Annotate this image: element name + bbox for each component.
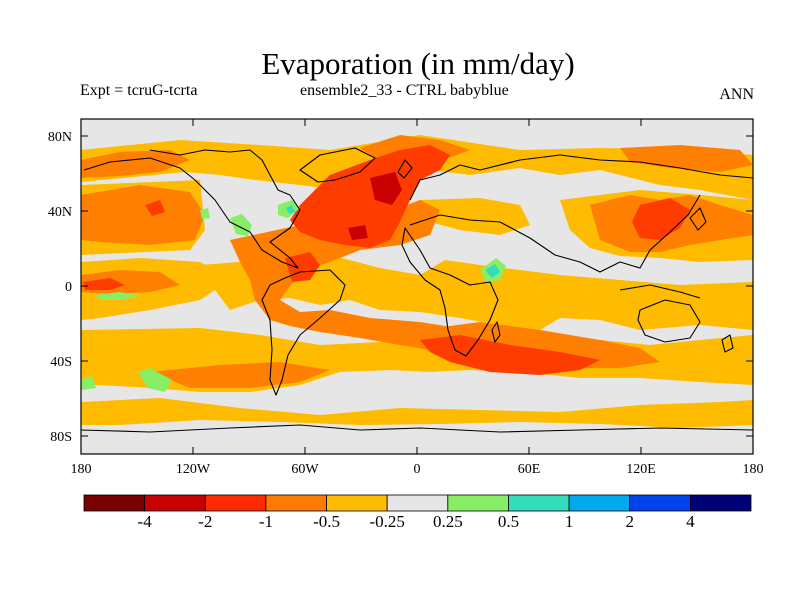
lat-tick-label: 80N — [48, 130, 72, 145]
colorbar-label: 1 — [565, 512, 574, 531]
colorbar-label: 2 — [625, 512, 634, 531]
colorbar-label: 4 — [686, 512, 695, 531]
colorbar-swatch — [326, 494, 388, 512]
dark-red-regions — [348, 172, 402, 240]
colorbar-label: -0.25 — [369, 512, 404, 531]
colorbar-label: 0.25 — [433, 512, 463, 531]
coastlines — [81, 147, 753, 433]
experiment-label: Expt = tcruG-tcrta — [80, 82, 198, 99]
lat-tick-label: 40S — [50, 355, 72, 370]
ensemble-label: ensemble2_33 - CTRL babyblue — [300, 82, 509, 99]
colorbar-swatch — [265, 494, 327, 512]
colorbar-label: 0.5 — [498, 512, 519, 531]
map-title: Evaporation (in mm/day) — [261, 46, 575, 81]
colorbar-swatch — [204, 494, 267, 512]
colorbar-swatch — [144, 494, 206, 512]
lon-tick-label: 0 — [414, 462, 421, 477]
lon-tick-label: 60E — [518, 462, 541, 477]
lon-axis: 180 120W 60W 0 60E 120E 180 — [71, 119, 764, 477]
lat-tick-label: 80S — [50, 430, 72, 445]
season-label: ANN — [719, 86, 754, 103]
lat-tick-label: 40N — [48, 205, 72, 220]
colorbar-swatch — [568, 494, 631, 512]
lon-tick-label: 60W — [291, 462, 319, 477]
colorbar-swatch — [386, 494, 449, 512]
lon-tick-label: 120E — [626, 462, 656, 477]
lon-tick-label: 180 — [71, 462, 92, 477]
colorbar-swatch — [447, 494, 509, 512]
colorbar-swatch — [629, 494, 691, 512]
teal-regions — [286, 205, 500, 278]
colorbar-label: -2 — [198, 512, 212, 531]
colorbar-label: -0.5 — [313, 512, 340, 531]
colorbar-label: -4 — [138, 512, 153, 531]
colorbar-swatch — [83, 494, 146, 512]
colorbar: -4 -2 -1 -0.5 -0.25 0.25 0.5 1 2 4 — [83, 494, 752, 531]
colorbar-label: -1 — [259, 512, 273, 531]
map-field — [81, 119, 753, 454]
orange-regions — [81, 135, 753, 388]
colorbar-swatch — [689, 494, 752, 512]
lat-tick-label: 0 — [65, 280, 72, 295]
lon-tick-label: 180 — [743, 462, 764, 477]
lon-tick-label: 120W — [176, 462, 211, 477]
lat-axis: 80N 40N 0 40S 80S — [48, 130, 753, 445]
colorbar-swatch — [508, 494, 570, 512]
